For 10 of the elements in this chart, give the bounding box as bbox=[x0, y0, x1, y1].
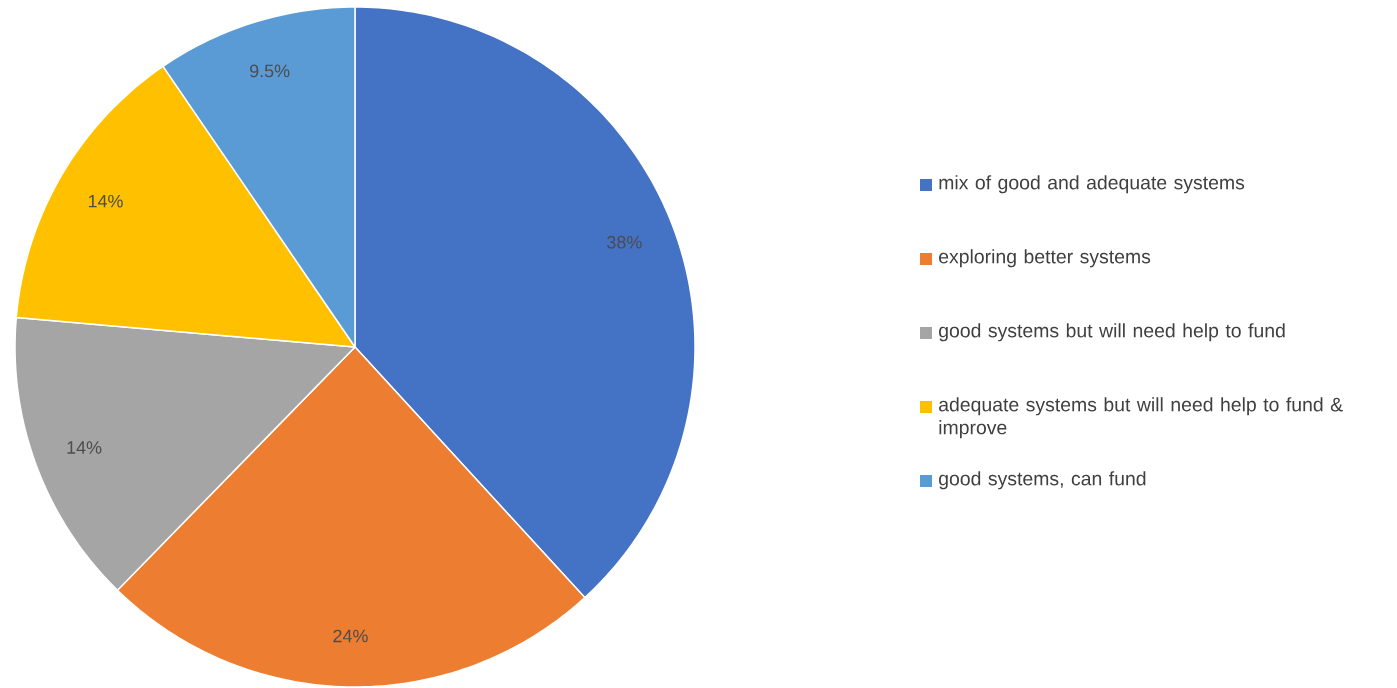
legend-label: mix of good and adequate systems bbox=[939, 175, 1245, 194]
data-label: 9.5% bbox=[250, 64, 290, 78]
data-label: 38% bbox=[607, 235, 642, 249]
data-label: 14% bbox=[88, 195, 123, 208]
data-label: 14% bbox=[67, 441, 102, 454]
legend-label: exploring better systems bbox=[939, 249, 1151, 268]
legend-label: good systems but will need help to fund bbox=[939, 323, 1285, 342]
legend-label: good systems, can fund bbox=[939, 471, 1146, 490]
data-label: 24% bbox=[333, 629, 368, 643]
legend-label: adequate systems but will need help to fund & improve bbox=[939, 397, 1343, 439]
